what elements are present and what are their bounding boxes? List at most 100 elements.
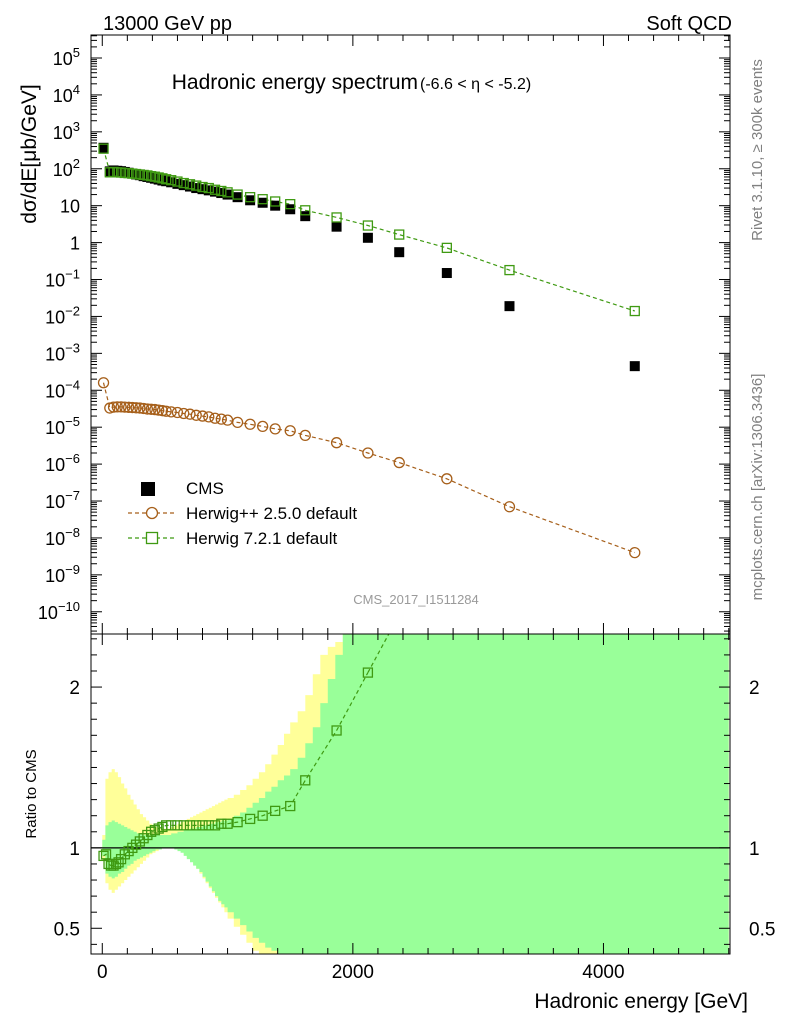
ratio-point-herwig7 xyxy=(216,818,227,829)
ratio-frame xyxy=(90,633,731,955)
data-point-cms xyxy=(331,221,342,232)
legend-marker-herwig7 xyxy=(145,531,159,545)
ratio-y-tick-label-right: 1 xyxy=(749,839,760,860)
ratio-y-tick-label-left: 2 xyxy=(69,678,80,699)
rivet-version-label: Rivet 3.1.10, ≥ 300k events xyxy=(749,59,766,241)
ratio-y-tick-label-left: 1 xyxy=(69,839,80,860)
data-point-herwig-pp xyxy=(107,401,120,413)
main-y-tick-label: 10−4 xyxy=(45,377,80,401)
data-point-cms xyxy=(216,188,227,199)
ratio-point-herwig7 xyxy=(257,810,268,821)
main-y-tick-label: 1 xyxy=(70,234,80,254)
main-plot-area xyxy=(97,142,641,559)
main-y-tick-label: 102 xyxy=(53,156,80,180)
ratio-point-herwig7 xyxy=(222,818,233,829)
data-point-herwig-pp xyxy=(629,546,641,559)
ratio-series-line xyxy=(103,672,369,867)
main-y-tick-label: 10 xyxy=(60,197,80,217)
ratio-point-herwig7 xyxy=(149,825,161,836)
data-point-herwig7 xyxy=(285,199,296,210)
data-point-herwig7 xyxy=(191,180,202,191)
main-y-tick-label: 10−10 xyxy=(38,599,80,623)
x-tick-label: 4000 xyxy=(582,962,624,983)
legend: CMS Herwig++ 2.5.0 default Herwig 7.2.1 … xyxy=(128,479,357,548)
data-point-herwig7 xyxy=(394,229,405,240)
main-y-tick-label: 10−7 xyxy=(45,488,80,512)
data-point-cms xyxy=(441,268,452,279)
data-point-herwig7 xyxy=(331,212,342,223)
data-point-herwig-pp xyxy=(97,377,110,389)
mcplots-credit-label: mcplots.cern.ch [arXiv:1306.3436] xyxy=(749,374,766,601)
main-y-tick-label: 105 xyxy=(53,45,80,69)
data-point-cms xyxy=(394,247,405,258)
legend-label-herwig7: Herwig 7.2.1 default xyxy=(186,529,337,548)
ratio-point-herwig7 xyxy=(209,820,221,831)
ratio-y-tick-label-right: 0.5 xyxy=(749,919,775,940)
data-point-cms xyxy=(629,361,640,372)
data-point-herwig-pp xyxy=(141,403,154,415)
ratio-point-herwig7 xyxy=(134,836,146,847)
ratio-point-herwig7 xyxy=(203,820,214,831)
data-point-herwig-pp xyxy=(115,401,127,413)
data-point-herwig-pp xyxy=(137,402,150,415)
data-point-herwig-pp xyxy=(503,501,516,513)
data-point-herwig-pp xyxy=(244,418,256,430)
data-point-herwig7 xyxy=(244,192,256,203)
x-axis-label: Hadronic energy [GeV] xyxy=(534,990,748,1013)
main-panel: 10510410310210110−110−210−310−410−510−61… xyxy=(18,34,731,635)
data-point-herwig7 xyxy=(504,264,515,276)
data-point-cms xyxy=(210,186,221,197)
data-point-herwig-pp xyxy=(257,420,269,433)
uncertainty-band-stat xyxy=(102,634,729,954)
data-point-cms xyxy=(191,183,202,194)
main-y-axis-label: dσ/dE[μb/GeV] xyxy=(18,84,41,223)
ratio-point-herwig7 xyxy=(300,775,311,786)
process-label: Soft QCD xyxy=(646,13,732,35)
data-point-herwig7 xyxy=(203,182,214,194)
ratio-point-herwig7 xyxy=(244,813,256,825)
ratio-panel: 0.5 0.5 1 1 2 2 0 2000 4000 Ratio to CMS Hadroni… xyxy=(23,633,775,1013)
ratio-point-herwig7 xyxy=(153,823,164,834)
data-point-herwig7 xyxy=(166,175,177,186)
data-point-herwig-pp xyxy=(441,473,453,485)
data-point-herwig-pp xyxy=(178,407,190,420)
ratio-point-herwig7 xyxy=(166,820,177,831)
data-point-herwig7 xyxy=(300,205,311,216)
data-point-herwig7 xyxy=(197,181,208,193)
data-point-herwig-pp xyxy=(362,447,374,459)
legend-label-herwig-pp: Herwig++ 2.5.0 default xyxy=(186,504,357,523)
ratio-point-herwig7 xyxy=(178,820,189,831)
data-point-herwig-pp xyxy=(184,408,196,420)
data-point-cms xyxy=(197,184,208,195)
ratio-series-line-extension xyxy=(367,633,390,673)
data-point-herwig-pp xyxy=(153,404,165,416)
data-point-herwig-pp xyxy=(231,416,244,429)
beam-label: 13000 GeV pp xyxy=(103,13,232,35)
data-point-herwig7 xyxy=(178,177,189,189)
data-point-cms xyxy=(222,189,233,200)
main-y-tick-label: 10−9 xyxy=(45,562,80,586)
main-y-tick-label: 10−1 xyxy=(45,267,80,291)
ratio-point-herwig7 xyxy=(184,820,196,831)
ratio-point-herwig7 xyxy=(172,820,183,831)
data-point-herwig-pp xyxy=(171,406,184,419)
data-point-herwig7 xyxy=(270,196,281,207)
data-point-cms xyxy=(504,301,515,312)
data-point-herwig7 xyxy=(209,184,221,195)
x-tick-label: 2000 xyxy=(332,962,374,983)
main-y-tick-label: 103 xyxy=(53,119,80,143)
x-tick-label: 0 xyxy=(97,962,108,983)
data-point-herwig-pp xyxy=(122,401,135,413)
data-point-herwig7 xyxy=(362,220,374,231)
data-point-herwig-pp xyxy=(134,402,146,414)
ratio-point-herwig7 xyxy=(127,842,138,854)
data-point-herwig-pp xyxy=(119,401,131,413)
data-point-herwig7 xyxy=(257,194,268,205)
data-point-cms xyxy=(172,178,183,189)
main-axis-ticks: 10510410310210110−110−210−310−410−510−61… xyxy=(38,35,730,634)
analysis-id-label: CMS_2017_I1511284 xyxy=(353,592,479,607)
ratio-point-herwig7 xyxy=(232,816,243,828)
data-point-herwig-pp xyxy=(269,423,281,435)
